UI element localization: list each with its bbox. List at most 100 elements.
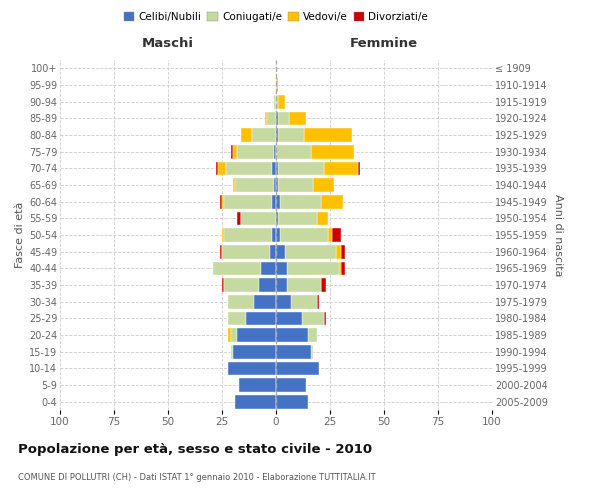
- Bar: [268, 112, 276, 125]
- Bar: [317, 295, 319, 308]
- Bar: [276, 162, 278, 175]
- Bar: [224, 278, 259, 292]
- Bar: [317, 212, 328, 225]
- Bar: [233, 145, 237, 158]
- Bar: [278, 162, 323, 175]
- Bar: [274, 178, 276, 192]
- Bar: [229, 312, 246, 325]
- Text: Popolazione per età, sesso e stato civile - 2010: Popolazione per età, sesso e stato civil…: [18, 442, 372, 456]
- Bar: [328, 228, 332, 242]
- Bar: [278, 95, 284, 108]
- Bar: [230, 345, 233, 358]
- Bar: [276, 278, 287, 292]
- Bar: [237, 328, 276, 342]
- Bar: [276, 378, 306, 392]
- Text: COMUNE DI POLLUTRI (CH) - Dati ISTAT 1° gennaio 2010 - Elaborazione TUTTITALIA.I: COMUNE DI POLLUTRI (CH) - Dati ISTAT 1° …: [18, 472, 376, 482]
- Bar: [304, 128, 352, 142]
- Bar: [224, 228, 272, 242]
- Bar: [276, 262, 287, 275]
- Bar: [276, 312, 302, 325]
- Bar: [276, 128, 278, 142]
- Bar: [276, 78, 278, 92]
- Bar: [239, 378, 276, 392]
- Bar: [269, 245, 276, 258]
- Bar: [241, 212, 276, 225]
- Bar: [222, 278, 224, 292]
- Bar: [220, 195, 222, 208]
- Bar: [278, 178, 313, 192]
- Bar: [276, 212, 278, 225]
- Bar: [276, 195, 280, 208]
- Bar: [276, 362, 319, 375]
- Bar: [289, 112, 306, 125]
- Bar: [280, 195, 322, 208]
- Bar: [233, 178, 235, 192]
- Bar: [276, 345, 311, 358]
- Bar: [311, 345, 313, 358]
- Bar: [220, 245, 222, 258]
- Bar: [218, 162, 226, 175]
- Bar: [272, 195, 276, 208]
- Bar: [215, 162, 218, 175]
- Bar: [322, 195, 343, 208]
- Bar: [265, 112, 268, 125]
- Bar: [276, 395, 308, 408]
- Y-axis label: Anni di nascita: Anni di nascita: [553, 194, 563, 276]
- Bar: [276, 178, 278, 192]
- Bar: [276, 95, 278, 108]
- Bar: [323, 162, 358, 175]
- Bar: [274, 95, 276, 108]
- Bar: [308, 328, 317, 342]
- Bar: [224, 195, 272, 208]
- Bar: [246, 312, 276, 325]
- Bar: [237, 145, 274, 158]
- Bar: [276, 295, 291, 308]
- Bar: [276, 112, 278, 125]
- Bar: [254, 295, 276, 308]
- Bar: [291, 295, 317, 308]
- Bar: [259, 278, 276, 292]
- Bar: [229, 295, 254, 308]
- Bar: [276, 145, 311, 158]
- Bar: [274, 145, 276, 158]
- Bar: [337, 245, 341, 258]
- Bar: [287, 278, 322, 292]
- Bar: [322, 278, 326, 292]
- Bar: [222, 245, 269, 258]
- Bar: [338, 262, 341, 275]
- Bar: [341, 245, 345, 258]
- Bar: [276, 245, 284, 258]
- Bar: [230, 145, 233, 158]
- Text: Maschi: Maschi: [142, 37, 194, 50]
- Bar: [276, 228, 280, 242]
- Bar: [233, 345, 276, 358]
- Bar: [323, 312, 326, 325]
- Bar: [261, 262, 276, 275]
- Bar: [214, 262, 261, 275]
- Bar: [272, 228, 276, 242]
- Bar: [278, 112, 289, 125]
- Bar: [358, 162, 360, 175]
- Bar: [235, 395, 276, 408]
- Bar: [280, 228, 328, 242]
- Text: Femmine: Femmine: [350, 37, 418, 50]
- Bar: [302, 312, 323, 325]
- Bar: [229, 328, 230, 342]
- Bar: [235, 178, 274, 192]
- Bar: [287, 262, 338, 275]
- Bar: [222, 228, 224, 242]
- Bar: [341, 262, 345, 275]
- Bar: [230, 328, 237, 342]
- Bar: [229, 362, 276, 375]
- Legend: Celibi/Nubili, Coniugati/e, Vedovi/e, Divorziati/e: Celibi/Nubili, Coniugati/e, Vedovi/e, Di…: [119, 8, 433, 26]
- Bar: [237, 212, 241, 225]
- Bar: [311, 145, 354, 158]
- Bar: [284, 245, 337, 258]
- Bar: [278, 128, 304, 142]
- Bar: [332, 228, 341, 242]
- Y-axis label: Fasce di età: Fasce di età: [14, 202, 25, 268]
- Bar: [252, 128, 276, 142]
- Bar: [276, 328, 308, 342]
- Bar: [272, 162, 276, 175]
- Bar: [226, 162, 272, 175]
